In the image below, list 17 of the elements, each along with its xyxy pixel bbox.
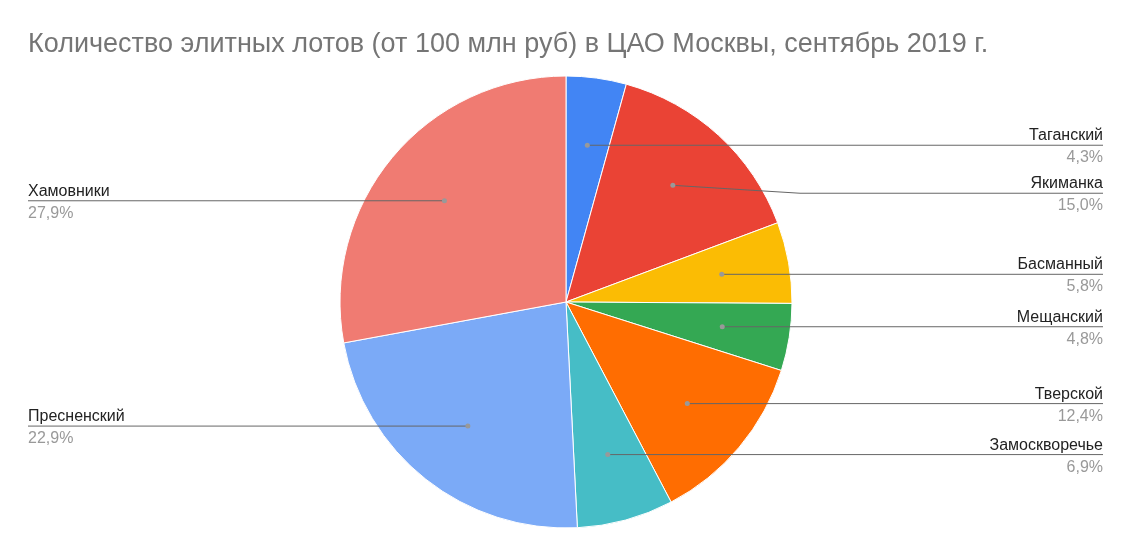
data-label: 5,8% — [1066, 277, 1103, 295]
data-label: 22,9% — [28, 429, 74, 447]
data-label: 27,9% — [28, 203, 74, 221]
data-label: 6,9% — [1066, 457, 1103, 475]
slice-label: Хамовники — [28, 181, 110, 199]
slice-label: Якиманка — [1030, 174, 1104, 192]
slice-label: Таганский — [1028, 126, 1103, 144]
slice-label: Мещанский — [1016, 307, 1103, 325]
slice-label: Пресненский — [28, 407, 125, 425]
slice-label: Тверской — [1034, 384, 1103, 402]
data-label: 15,0% — [1057, 196, 1103, 214]
data-label: 12,4% — [1057, 406, 1103, 424]
chart-title: Количество элитных лотов (от 100 млн руб) в ЦАО Москвы, сентябрь 2019 г. — [28, 28, 989, 58]
slice-label: Басманный — [1017, 255, 1103, 273]
data-label: 4,8% — [1066, 329, 1103, 347]
slice-label: Замоскворечье — [989, 435, 1104, 453]
data-label: 4,3% — [1066, 148, 1103, 166]
